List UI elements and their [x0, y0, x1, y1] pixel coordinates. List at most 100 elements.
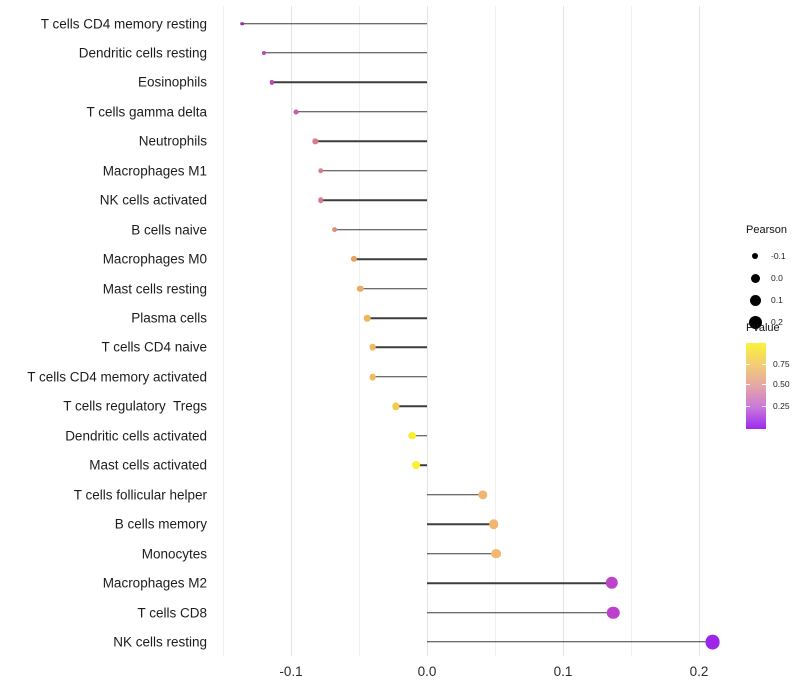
colorbar-tickmark — [762, 384, 766, 385]
lollipop-dot — [318, 197, 324, 203]
lollipop-stem — [427, 611, 614, 614]
colorbar-tick-label: 0.25 — [773, 401, 790, 411]
lollipop-dot — [363, 314, 371, 322]
lollipop-stem — [427, 493, 483, 496]
legend-size-item: 0.2 — [746, 311, 787, 333]
y-axis-label: NK cells resting — [113, 634, 207, 650]
legend-size-item: 0.0 — [746, 267, 787, 289]
y-axis-label: Macrophages M0 — [102, 251, 207, 267]
y-axis-label: NK cells activated — [99, 192, 207, 208]
x-axis-tick-label: 0.0 — [417, 664, 437, 679]
lollipop-dot — [491, 548, 502, 559]
x-axis-tick-label: 0.1 — [553, 664, 573, 679]
lollipop-stem — [412, 435, 427, 437]
lollipop-stem — [353, 258, 427, 260]
lollipop-stem — [372, 346, 427, 349]
lollipop-dot — [240, 21, 244, 26]
lollipop-stem — [320, 170, 427, 172]
lollipop-stem — [334, 228, 427, 231]
gridline-minor — [494, 6, 496, 656]
y-axis-label: B cells naive — [131, 222, 207, 238]
y-axis-label: T cells follicular helper — [73, 487, 207, 503]
lollipop-dot — [488, 519, 499, 529]
lollipop-stem — [242, 22, 427, 25]
colorbar-tickmark — [746, 406, 750, 407]
lollipop-dot — [605, 576, 619, 590]
lollipop-dot — [412, 461, 420, 470]
lollipop-dot — [331, 226, 338, 233]
colorbar-tickmark — [746, 364, 750, 365]
colorbar-tickmark — [746, 384, 750, 385]
y-axis-label: Macrophages M1 — [102, 163, 207, 179]
legend-pearson-items: -0.1 0.0 0.1 0.2 — [746, 245, 787, 333]
lollipop-stem — [427, 582, 612, 584]
lollipop-dot — [318, 168, 324, 174]
lollipop-stem — [263, 52, 427, 54]
lollipop-stem — [416, 464, 427, 466]
lollipop-dot — [261, 50, 266, 55]
legend-size-dot-icon — [752, 253, 758, 259]
y-axis-label: T cells CD4 memory resting — [40, 16, 207, 31]
lollipop-stem — [271, 81, 427, 84]
colorbar-tickmark — [762, 406, 766, 407]
legend-pearson-title: Pearson — [746, 224, 787, 236]
legend-pvalue-colorbar: Pvalue 0.75 0.50 0.25 — [746, 322, 790, 429]
lollipop-dot — [350, 255, 357, 263]
y-axis-label: B cells memory — [114, 516, 207, 532]
gridline-major — [698, 6, 700, 656]
lollipop-stem — [372, 376, 427, 378]
legend-size-dot-icon — [750, 273, 760, 283]
legend-dot-cell — [746, 294, 764, 306]
x-axis-tick-label: 0.2 — [689, 664, 709, 679]
lollipop-stem — [427, 523, 494, 525]
colorbar-tick-label: 0.75 — [773, 359, 790, 369]
legend-size-label: 0.0 — [771, 273, 783, 283]
x-axis-tick-label: -0.1 — [279, 664, 303, 679]
legend-size-item: 0.1 — [746, 289, 787, 311]
lollipop-stem — [367, 317, 427, 319]
y-axis-label: T cells CD8 — [137, 605, 207, 620]
colorbar-tickmark — [762, 364, 766, 365]
y-axis-label: T cells gamma delta — [86, 104, 207, 120]
y-axis-label: Monocytes — [141, 546, 207, 562]
y-axis-label: Mast cells activated — [89, 457, 207, 473]
y-axis-label: Mast cells resting — [102, 281, 207, 297]
y-axis-label: Plasma cells — [131, 310, 207, 326]
gridline-major — [290, 6, 292, 656]
y-axis-label: Macrophages M2 — [102, 575, 207, 591]
y-axis-label: Dendritic cells resting — [78, 45, 207, 61]
lollipop-stem — [320, 199, 427, 201]
legend-size-item: -0.1 — [746, 245, 787, 267]
y-axis-label: Dendritic cells activated — [65, 428, 207, 444]
lollipop-dot — [369, 344, 376, 351]
lollipop-stem — [395, 405, 427, 408]
lollipop-stem — [427, 641, 713, 643]
lollipop-dot — [357, 285, 364, 292]
gridline-minor — [358, 6, 360, 656]
legend-dot-cell — [746, 315, 764, 329]
legend-dot-cell — [746, 253, 764, 259]
y-axis-label: Neutrophils — [138, 133, 207, 149]
colorbar-tick-label: 0.50 — [773, 379, 790, 389]
legend-size-label: 0.1 — [771, 295, 783, 305]
legend-size-label: -0.1 — [771, 251, 786, 261]
legend-dot-cell — [746, 273, 764, 283]
lollipop-dot — [369, 373, 376, 381]
lollipop-dot — [478, 490, 488, 500]
lollipop-stem — [427, 552, 497, 555]
pvalue-gradient-bar: 0.75 0.50 0.25 — [746, 343, 790, 429]
gridline-minor — [630, 6, 632, 656]
lollipop-dot — [269, 80, 275, 85]
gridline-major — [562, 6, 564, 656]
legend-size-dot-icon — [748, 315, 762, 329]
lollipop-stem — [296, 111, 427, 113]
y-axis-label: T cells CD4 memory activated — [27, 369, 207, 385]
lollipop-dot — [392, 402, 400, 410]
y-axis-label: T cells regulatory Tregs — [63, 398, 207, 414]
legend-pvalue-title: Pvalue — [746, 322, 780, 334]
lollipop-dot — [312, 138, 319, 144]
lollipop-dot — [408, 431, 416, 440]
lollipop-dot — [705, 634, 721, 650]
lollipop-stem — [315, 140, 427, 143]
